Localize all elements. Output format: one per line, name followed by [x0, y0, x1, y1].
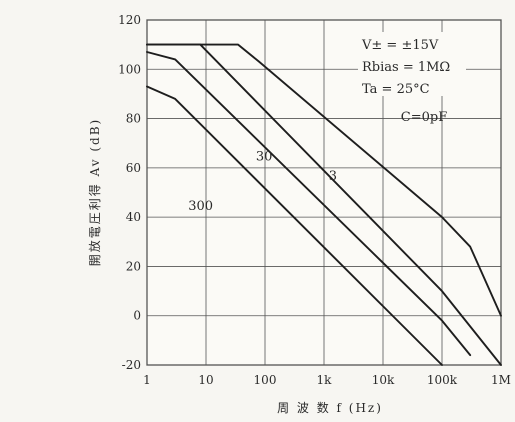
y-axis-label: 開放電圧利得 Av (dB)	[87, 118, 102, 266]
y-tick-label: 80	[126, 112, 141, 126]
x-tick-label: 100k	[427, 373, 458, 387]
tick-labels: 1 10 100 1k 10k 100k 1M -20 0 20 40 60 80 100 120	[118, 13, 511, 387]
series-line-3	[146, 51, 472, 357]
series-line-1	[146, 43, 502, 317]
y-tick-label: 0	[133, 309, 141, 323]
series-labels: C=0pF 3 30 300	[188, 110, 447, 214]
x-tick-label: 1k	[317, 373, 333, 387]
series-label-2: 3	[329, 169, 337, 184]
y-tick-label: 40	[126, 210, 141, 224]
x-tick-label: 100	[254, 373, 277, 387]
series-line-2	[146, 43, 502, 366]
condition-rbias: Rbias = 1MΩ	[362, 60, 450, 75]
series-label-1: C=0pF	[401, 110, 447, 125]
condition-supply: V± = ±15V	[361, 38, 439, 53]
series-label-4: 300	[188, 199, 213, 214]
x-tick-label: 10k	[372, 373, 395, 387]
series-lines	[146, 43, 502, 366]
condition-temperature: Ta = 25°C	[362, 82, 430, 97]
grid	[146, 19, 502, 366]
x-tick-label: 10	[198, 373, 213, 387]
series-label-3: 30	[256, 150, 273, 165]
series-line-4	[146, 85, 443, 366]
y-tick-label: 120	[118, 13, 141, 27]
y-tick-label: 60	[126, 161, 141, 175]
x-tick-label: 1M	[491, 373, 511, 387]
y-tick-label: 100	[118, 62, 141, 76]
conditions-box: V± = ±15V Rbias = 1MΩ Ta = 25°C	[358, 32, 466, 97]
y-tick-label: -20	[122, 358, 141, 372]
y-tick-label: 20	[126, 259, 141, 273]
x-axis-label: 周 波 数 f (Hz)	[277, 400, 383, 415]
x-tick-label: 1	[143, 373, 151, 387]
